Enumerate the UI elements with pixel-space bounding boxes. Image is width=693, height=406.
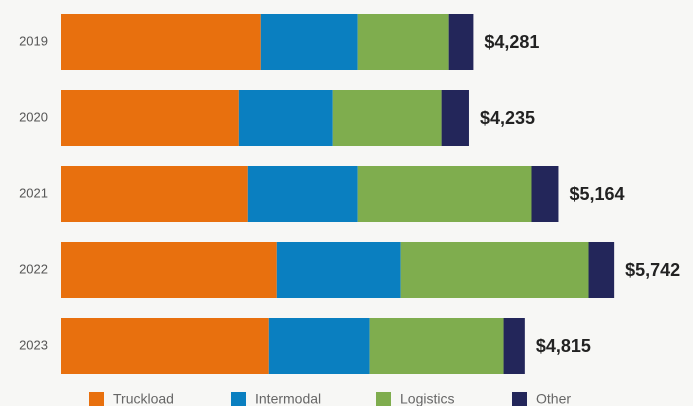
legend-label: Truckload	[113, 391, 174, 406]
legend-swatch	[376, 392, 391, 406]
y-tick-label: 2020	[19, 109, 48, 124]
bar-segment	[369, 318, 504, 374]
legend-label: Other	[536, 391, 571, 406]
y-tick-label: 2022	[19, 261, 48, 276]
bar-segment	[588, 242, 615, 298]
total-label: $4,815	[536, 336, 591, 356]
legend-swatch	[89, 392, 104, 406]
total-label: $5,164	[569, 184, 624, 204]
bar-segment	[441, 90, 469, 146]
bar-segment	[332, 90, 442, 146]
bar-segment	[531, 166, 559, 222]
bar-segment	[61, 90, 239, 146]
bar-segment	[61, 14, 261, 70]
bar-segment	[357, 14, 449, 70]
bar-segment	[61, 242, 277, 298]
bar-segment	[247, 166, 358, 222]
legend-swatch	[231, 392, 246, 406]
total-label: $4,235	[480, 108, 535, 128]
legend-swatch	[512, 392, 527, 406]
bar-segment	[276, 242, 401, 298]
legend-label: Logistics	[400, 391, 454, 406]
total-label: $5,742	[625, 260, 680, 280]
bar-segment	[61, 318, 269, 374]
bar-segment	[260, 14, 358, 70]
bar-segment	[448, 14, 474, 70]
bar-segment	[61, 166, 248, 222]
y-tick-label: 2019	[19, 33, 48, 48]
total-label: $4,281	[484, 32, 539, 52]
y-tick-label: 2021	[19, 185, 48, 200]
bar-segment	[238, 90, 333, 146]
y-tick-label: 2023	[19, 337, 48, 352]
legend-label: Intermodal	[255, 391, 321, 406]
bar-segment	[503, 318, 525, 374]
bar-segment	[268, 318, 370, 374]
bar-segment	[357, 166, 532, 222]
bar-segment	[400, 242, 589, 298]
